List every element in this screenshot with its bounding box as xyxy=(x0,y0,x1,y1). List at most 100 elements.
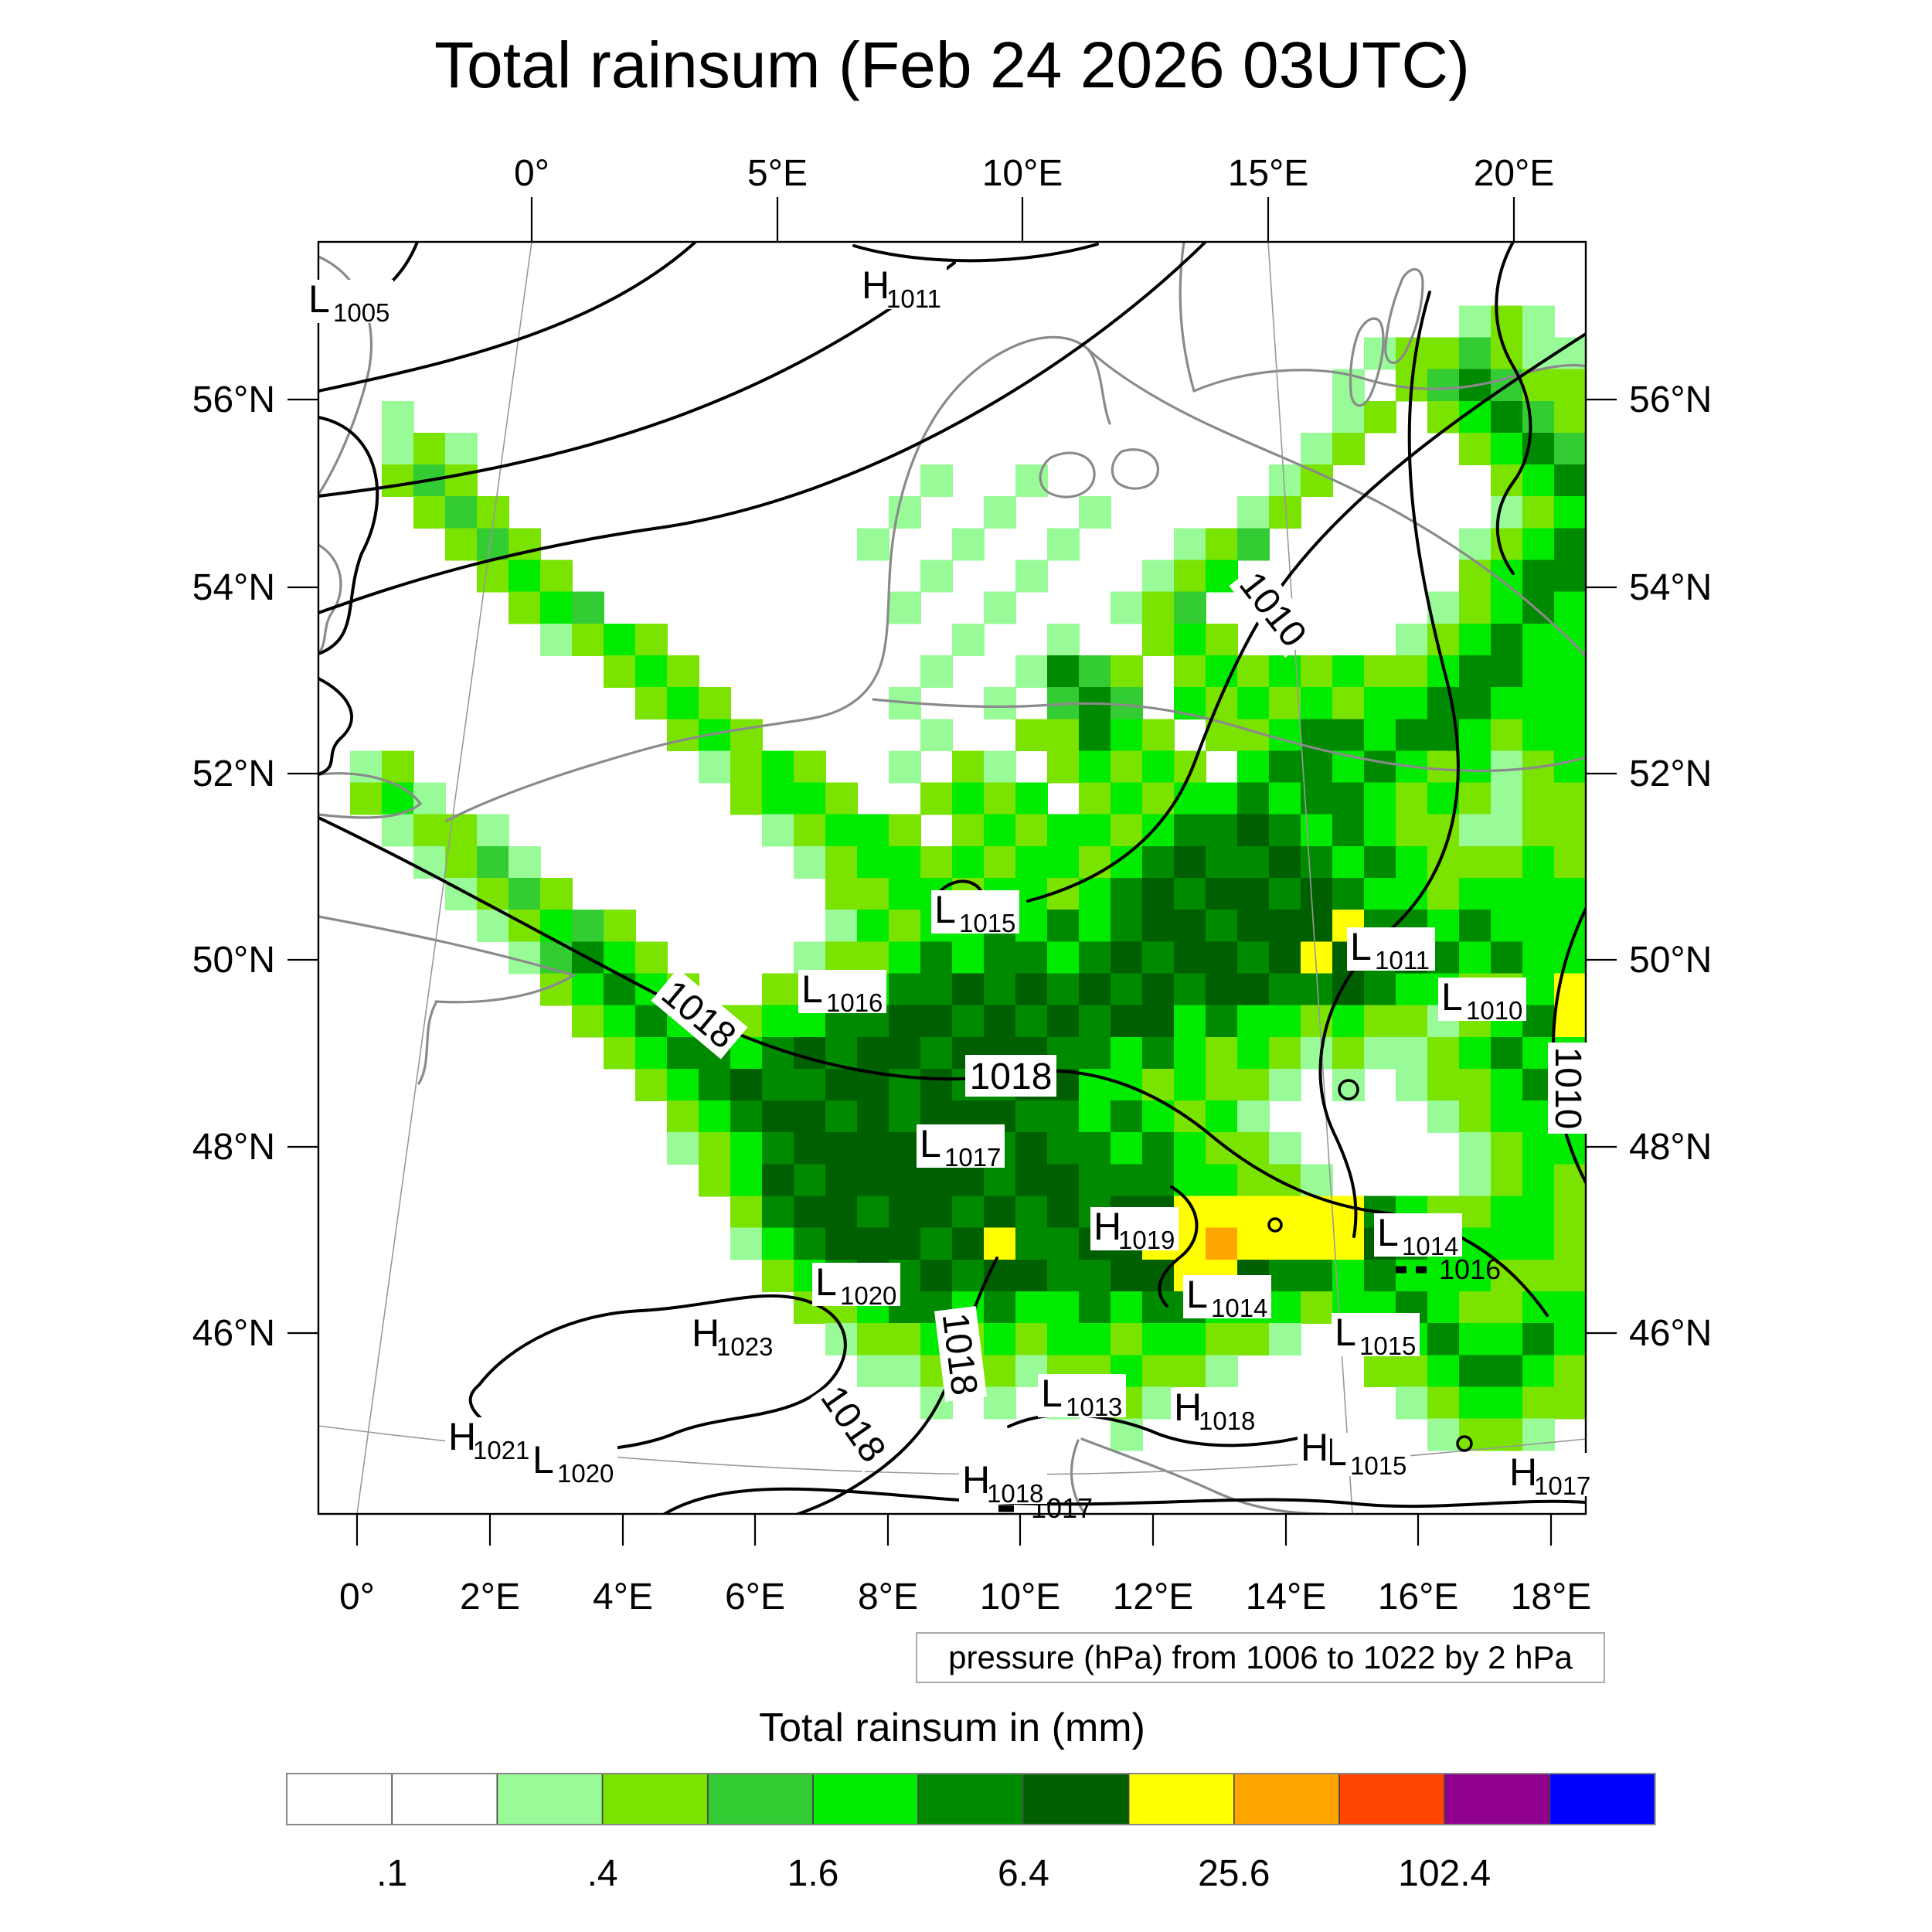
rain-cell xyxy=(889,878,921,910)
rain-cell xyxy=(857,1100,889,1133)
rain-cell xyxy=(1427,1068,1460,1101)
rain-cell xyxy=(1174,528,1206,561)
pressure-label-box xyxy=(1374,1213,1462,1257)
rain-cell xyxy=(1142,1386,1175,1420)
isobar-label: 1018 xyxy=(934,1311,985,1397)
rain-cell xyxy=(1332,814,1365,847)
rain-cell xyxy=(1522,687,1555,720)
rain-cell xyxy=(730,1164,763,1197)
rain-cell xyxy=(1237,782,1270,815)
rain-cell xyxy=(1174,1036,1206,1070)
rain-cell xyxy=(1364,1259,1396,1292)
rain-cell xyxy=(1364,400,1396,434)
rain-cell xyxy=(1079,1132,1111,1165)
rain-cell xyxy=(1142,1005,1175,1038)
rain-cell xyxy=(1111,591,1143,624)
rain-cell xyxy=(1522,1355,1555,1388)
rain-cell xyxy=(1047,1132,1080,1165)
rain-cell xyxy=(1237,878,1270,910)
rain-cell xyxy=(540,878,573,910)
pressure-value: 1015 xyxy=(959,909,1015,937)
rain-cell xyxy=(762,782,794,815)
rain-cell xyxy=(1015,655,1048,688)
chart-title: Total rainsum (Feb 24 2026 03UTC) xyxy=(434,29,1470,101)
rain-cell xyxy=(1554,432,1586,465)
isobar xyxy=(663,1487,1586,1514)
pressure-center-label: L 1015 xyxy=(1332,1311,1420,1360)
colorbar-cell xyxy=(1338,1773,1445,1825)
rain-cell xyxy=(1142,910,1175,943)
bottom-axis-label: 10°E xyxy=(980,1577,1061,1617)
pressure-label-box xyxy=(917,1124,1005,1168)
rain-cell xyxy=(1237,528,1270,561)
rain-cell xyxy=(1206,782,1238,815)
rain-cell xyxy=(1174,1005,1206,1038)
rain-cell xyxy=(1237,1005,1270,1038)
rain-cell xyxy=(1554,400,1586,434)
rain-cell xyxy=(604,973,636,1006)
rain-cell xyxy=(1142,941,1175,975)
rain-cell xyxy=(920,1005,953,1038)
rain-cell xyxy=(920,655,953,688)
rain-cell xyxy=(889,1227,921,1260)
pressure-label-box xyxy=(959,1461,1047,1504)
rain-cell xyxy=(762,814,794,847)
rain-cell xyxy=(984,496,1016,529)
rain-cell xyxy=(667,655,699,688)
colorbar-cell xyxy=(286,1773,393,1825)
rain-cell xyxy=(889,750,921,784)
rain-cell xyxy=(477,910,509,943)
rain-cell xyxy=(1427,1291,1460,1324)
rain-cell xyxy=(1522,305,1555,338)
pressure-letter: L xyxy=(1186,1273,1208,1316)
rain-cell xyxy=(635,941,668,975)
pressure-label-box xyxy=(1506,1453,1594,1496)
rain-cell xyxy=(1174,941,1206,975)
coastline xyxy=(1192,363,1586,393)
pressure-center-label: L 1011 xyxy=(1347,925,1435,975)
rain-cell xyxy=(1269,1132,1301,1165)
rain-cell xyxy=(1174,655,1206,688)
rain-cell xyxy=(382,750,414,784)
rain-cell xyxy=(1142,1164,1175,1197)
rain-cell xyxy=(1301,910,1333,943)
rain-cell xyxy=(1491,845,1523,879)
rain-cell xyxy=(920,1227,953,1260)
rain-cell xyxy=(1047,1259,1080,1292)
rain-cell xyxy=(1269,1036,1301,1070)
pressure-value: 1023 xyxy=(716,1332,773,1361)
rain-cell xyxy=(1079,782,1111,815)
pressure-letter: L xyxy=(532,1438,554,1481)
rain-cell xyxy=(1459,1386,1492,1420)
rain-cell xyxy=(952,528,985,561)
rain-raster xyxy=(350,305,1586,1451)
rain-cell xyxy=(857,1132,889,1165)
rain-cell xyxy=(889,1132,921,1165)
rain-cell xyxy=(1459,910,1492,943)
pressure-value: 1020 xyxy=(557,1459,614,1488)
rain-cell xyxy=(1396,1355,1428,1388)
rain-cell xyxy=(984,1005,1016,1038)
rain-cell xyxy=(1047,1100,1080,1133)
rain-cell xyxy=(699,1132,731,1165)
rain-cell xyxy=(1142,973,1175,1006)
colorbar: .1 .4 1.6 6.4 25.6 102.4 xyxy=(286,1773,1656,1894)
rain-cell xyxy=(1142,623,1175,656)
rain-cell xyxy=(1459,814,1492,847)
rain-cell xyxy=(1554,782,1586,815)
coastline xyxy=(318,543,342,655)
pressure-center-label: L 1005 xyxy=(305,277,393,327)
rain-cell xyxy=(1459,528,1492,561)
rain-cell xyxy=(1015,1100,1048,1133)
rain-cell xyxy=(1237,910,1270,943)
rain-cell xyxy=(445,845,478,879)
pressure-center-label: L 1015 xyxy=(1322,1430,1410,1480)
rain-cell xyxy=(1079,655,1111,688)
rain-cell xyxy=(1174,623,1206,656)
rain-cell xyxy=(1554,1291,1586,1324)
rain-cell xyxy=(1427,369,1460,402)
colorbar-cell xyxy=(917,1773,1025,1825)
rain-cell xyxy=(1522,845,1555,879)
rain-cell xyxy=(1237,1068,1270,1101)
